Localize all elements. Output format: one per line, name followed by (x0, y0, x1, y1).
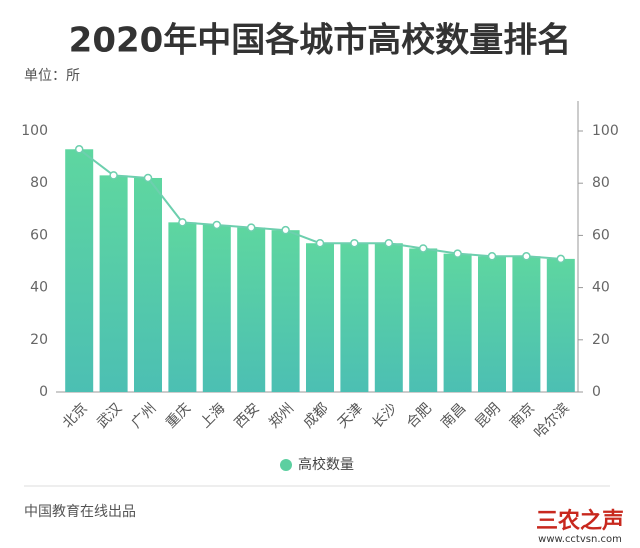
point (556, 254, 566, 264)
point (453, 249, 462, 258)
y2-tick-label: 60 (592, 227, 610, 243)
x-tick-label: 郑州 (266, 400, 297, 431)
y2-tick-label: 0 (592, 384, 601, 400)
point (178, 218, 187, 227)
bar (546, 258, 575, 392)
x-tick-label: 南昌 (438, 400, 469, 431)
bar (512, 256, 541, 392)
x-tick-label: 成都 (301, 400, 332, 431)
y2-tick-label: 80 (592, 175, 610, 191)
point (281, 225, 290, 235)
x-tick-label: 天津 (335, 400, 366, 431)
bar (65, 149, 94, 392)
x-tick-label: 西安 (232, 400, 263, 431)
y-tick-label: 20 (30, 332, 48, 348)
y-tick-label: 60 (30, 227, 48, 243)
x-tick-label: 武汉 (94, 400, 125, 431)
bar (306, 243, 334, 392)
bar (478, 256, 506, 392)
bar (202, 224, 231, 392)
legend-label: 高校数量 (298, 456, 354, 473)
point (143, 173, 153, 183)
y-tick-label: 100 (21, 123, 48, 139)
unit-label: 单位：所 (24, 68, 80, 84)
bar (409, 248, 438, 392)
bar (271, 230, 300, 392)
x-tick-label: 广州 (129, 400, 160, 431)
bar (134, 177, 162, 392)
point (74, 145, 84, 154)
point (315, 238, 325, 248)
y2-tick-label: 20 (592, 332, 610, 348)
chart-title: 2020年中国各城市高校数量排名 (69, 21, 572, 61)
bar (237, 227, 266, 392)
bar (374, 243, 403, 392)
y2-tick-label: 100 (592, 123, 619, 139)
point (109, 171, 118, 180)
point (522, 252, 531, 261)
bar (340, 243, 369, 392)
y2-tick-label: 40 (592, 280, 610, 296)
point (487, 252, 497, 261)
x-tick-label: 北京 (60, 400, 91, 431)
point (384, 238, 394, 248)
x-tick-label: 上海 (197, 400, 228, 431)
x-tick-label: 昆明 (473, 400, 504, 431)
bar (99, 175, 128, 392)
y-tick-label: 0 (39, 384, 48, 400)
x-tick-label: 重庆 (163, 400, 194, 431)
y-tick-label: 80 (30, 175, 48, 191)
point (350, 238, 359, 248)
y-tick-label: 40 (30, 280, 48, 296)
x-tick-label: 长沙 (369, 400, 400, 431)
x-tick-label: 哈尔滨 (531, 400, 572, 441)
point (212, 220, 222, 230)
logo-url: www.cctvsn.com (538, 534, 622, 544)
point (418, 244, 428, 253)
footer: 中国教育在线出品 (24, 504, 136, 520)
bar (168, 222, 197, 392)
legend-marker (280, 459, 292, 471)
logo-text: 三农之声 (536, 508, 624, 534)
bar (443, 253, 472, 392)
point (246, 223, 256, 232)
x-tick-label: 合肥 (404, 400, 435, 431)
